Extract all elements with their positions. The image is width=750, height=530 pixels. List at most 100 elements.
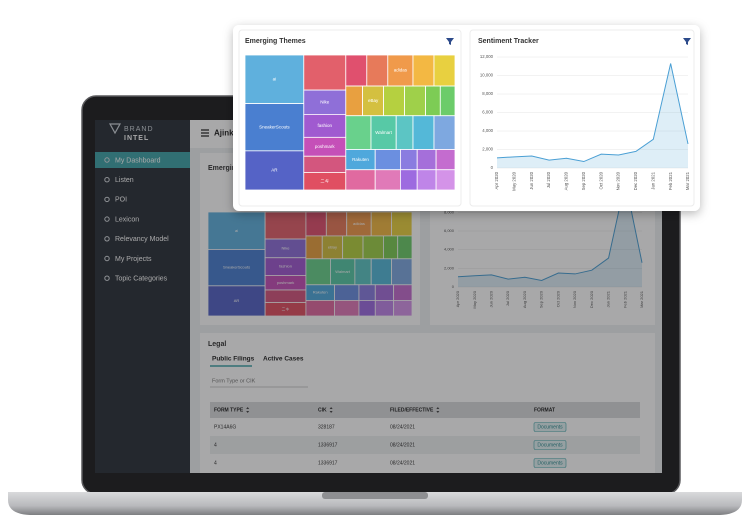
table-cell: 08/24/2021 bbox=[390, 443, 415, 449]
treemap-label: adidas bbox=[394, 68, 408, 73]
treemap-cell[interactable] bbox=[399, 149, 418, 171]
sort-icon[interactable] bbox=[436, 407, 440, 413]
treemap-cell[interactable] bbox=[433, 54, 456, 87]
filter-icon[interactable] bbox=[446, 38, 454, 45]
treemap-label: Nike bbox=[320, 99, 329, 104]
line bbox=[496, 63, 689, 163]
menu-icon bbox=[104, 236, 110, 242]
table-cell: 08/24/2021 bbox=[390, 461, 415, 467]
treemap-label: eBay bbox=[368, 98, 379, 103]
treemap-cell[interactable] bbox=[374, 149, 401, 171]
menu-item[interactable]: Listen bbox=[115, 177, 134, 184]
treemap-label: poshmark bbox=[315, 144, 336, 149]
menu-item[interactable]: POI bbox=[115, 197, 127, 204]
treemap-cell[interactable] bbox=[412, 115, 435, 150]
table-header[interactable]: CIK bbox=[318, 407, 327, 413]
treemap-cell[interactable] bbox=[395, 115, 414, 150]
treemap-cell[interactable] bbox=[244, 54, 305, 104]
menu-item[interactable]: Topic Categories bbox=[115, 276, 168, 283]
treemap-cell[interactable] bbox=[439, 85, 456, 117]
sort-icon[interactable] bbox=[329, 407, 333, 413]
documents-label[interactable]: Documents bbox=[537, 443, 563, 449]
x-tick-label: Sep 2020 bbox=[539, 290, 544, 308]
menu-icon bbox=[104, 196, 110, 203]
laptop-base bbox=[8, 492, 742, 515]
treemap-label: AR bbox=[234, 298, 240, 303]
treemap-cell[interactable] bbox=[404, 85, 427, 117]
treemap-cell[interactable] bbox=[345, 115, 372, 150]
bg-treemap: ai SneakerScouts AR Nike fashion poshmark ニキ ad… bbox=[207, 211, 413, 317]
sentiment-title: Sentiment Tracker bbox=[478, 38, 539, 45]
treemap-cell[interactable] bbox=[244, 103, 305, 152]
sort-icon[interactable] bbox=[246, 407, 250, 413]
treemap-label: poshmark bbox=[277, 280, 295, 285]
tab[interactable]: Public Filings bbox=[212, 356, 255, 363]
treemap-cell[interactable] bbox=[244, 150, 305, 191]
treemap-cell[interactable] bbox=[383, 85, 406, 117]
treemap-cell[interactable] bbox=[264, 211, 307, 240]
table-cell: 328187 bbox=[318, 425, 335, 431]
treemap-cell[interactable] bbox=[435, 149, 456, 171]
treemap-cell[interactable] bbox=[366, 54, 389, 87]
tab[interactable]: Active Cases bbox=[263, 356, 304, 363]
documents-label[interactable]: Documents bbox=[537, 461, 563, 467]
treemap-cell[interactable] bbox=[329, 258, 356, 286]
x-tick-label: Sep 2020 bbox=[581, 171, 586, 190]
menu-item[interactable]: My Projects bbox=[115, 256, 152, 263]
treemap-label: adidas bbox=[353, 221, 365, 226]
x-tick-label: Jun 2020 bbox=[529, 171, 534, 189]
x-tick-label: Apr 2020 bbox=[455, 290, 460, 307]
treemap-cell[interactable] bbox=[303, 54, 347, 91]
treemap-cell[interactable] bbox=[435, 169, 456, 191]
treemap-cell[interactable] bbox=[425, 85, 441, 117]
treemap-cell[interactable] bbox=[416, 169, 437, 191]
x-tick-label: Jan 2021 bbox=[650, 171, 655, 189]
documents-button[interactable] bbox=[533, 422, 567, 432]
legal-content: Public Filings Active Cases Form Type or C… bbox=[210, 356, 640, 472]
treemap: ai SneakerScouts AR Nike fashion poshmark ニキ ad… bbox=[244, 54, 456, 191]
treemap-cell[interactable] bbox=[399, 169, 418, 191]
table-header[interactable]: FILED/EFFECTIVE bbox=[390, 407, 434, 413]
menu-item[interactable]: Lexicon bbox=[115, 216, 139, 223]
treemap-cell[interactable] bbox=[207, 249, 266, 287]
search-placeholder[interactable]: Form Type or CIK bbox=[212, 378, 256, 384]
treemap-label: Walmart bbox=[335, 269, 351, 274]
menu-item[interactable]: My Dashboard bbox=[115, 157, 161, 164]
treemap-cell[interactable] bbox=[303, 155, 347, 173]
treemap-cell[interactable] bbox=[416, 149, 437, 171]
treemap-cell[interactable] bbox=[207, 285, 266, 317]
treemap-cell[interactable] bbox=[345, 169, 376, 191]
menu-icon bbox=[104, 255, 110, 262]
menu-active-bg bbox=[95, 152, 190, 168]
treemap-cell[interactable] bbox=[412, 54, 435, 87]
table-cell: 4 bbox=[214, 461, 217, 467]
menu-icon[interactable] bbox=[201, 129, 209, 137]
filter-icon[interactable] bbox=[683, 38, 691, 45]
x-tick-label: Nov 2020 bbox=[572, 290, 577, 308]
treemap-cell[interactable] bbox=[433, 115, 456, 150]
treemap-cell[interactable] bbox=[305, 258, 331, 286]
menu-item[interactable]: Relevancy Model bbox=[115, 236, 169, 243]
y-tick-label: 4,000 bbox=[444, 247, 455, 252]
documents-button[interactable] bbox=[533, 458, 567, 468]
menu: My Dashboard Listen POI Lexicon Relevancy Mo… bbox=[95, 152, 190, 283]
treemap-cell[interactable] bbox=[374, 169, 401, 191]
table-header[interactable]: FORM TYPE bbox=[214, 407, 244, 413]
treemap-cell[interactable] bbox=[303, 89, 347, 115]
brand-logo bbox=[108, 123, 122, 135]
y-tick-label: 8,000 bbox=[482, 91, 493, 96]
treemap-label: Nike bbox=[282, 245, 291, 250]
sidebar bbox=[95, 120, 190, 473]
treemap-cell[interactable] bbox=[393, 299, 413, 317]
documents-button[interactable] bbox=[533, 440, 567, 450]
documents-label[interactable]: Documents bbox=[537, 425, 563, 431]
treemap-label: ai bbox=[273, 76, 277, 81]
treemap-cell[interactable] bbox=[370, 115, 397, 150]
x-tick-label: Jul 2020 bbox=[546, 171, 551, 188]
treemap-cell[interactable] bbox=[345, 54, 368, 87]
x-tick-label: Feb 2021 bbox=[622, 290, 627, 308]
treemap-cell[interactable] bbox=[345, 85, 363, 117]
legal-title: Legal bbox=[208, 341, 226, 348]
y-tick-label: 0 bbox=[491, 165, 494, 170]
